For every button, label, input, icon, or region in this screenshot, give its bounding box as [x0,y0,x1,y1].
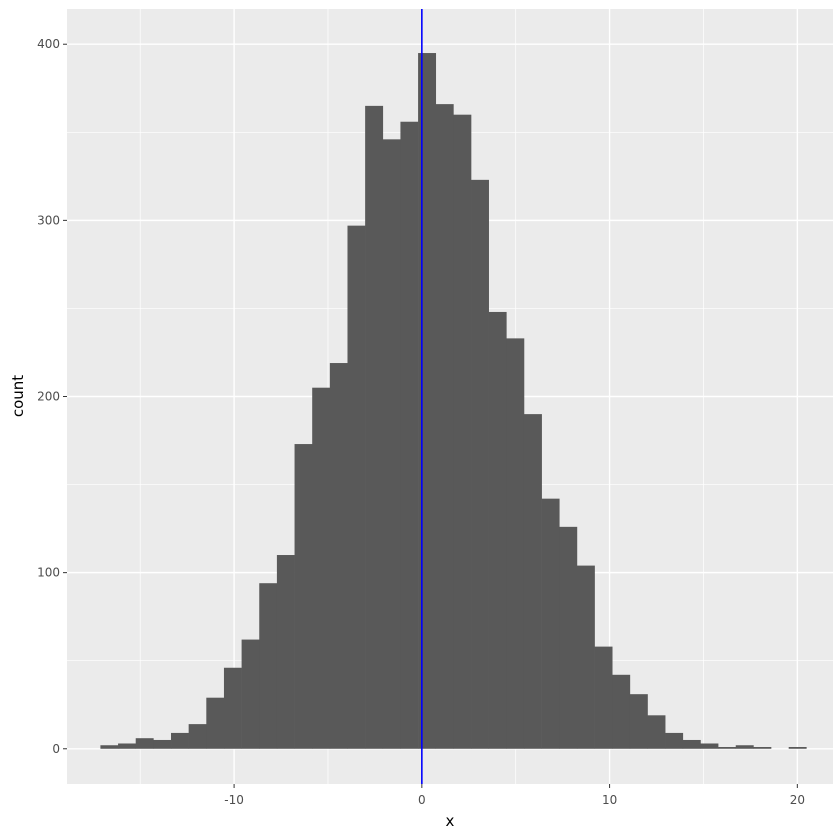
y-axis-title: count [9,375,27,417]
histogram-bar-34 [700,743,719,749]
histogram-bar-30 [629,694,648,749]
y-tick-label: 0 [52,742,60,756]
histogram-bar-35 [718,747,737,749]
histogram-bar-3 [153,739,172,749]
y-tick-label: 400 [37,37,60,51]
histogram-bar-16 [382,139,401,749]
x-axis-title: x [446,812,455,830]
y-tick-label: 200 [37,390,60,404]
x-tick-label: 0 [418,793,426,807]
x-tick-label: -10 [224,793,244,807]
histogram-bar-31 [647,715,666,749]
histogram-bar-37 [753,747,772,749]
histogram-bar-2 [135,738,154,749]
histogram-bar-29 [612,674,631,749]
x-tick-label: 20 [790,793,805,807]
histogram-bar-19 [435,104,454,749]
histogram-bars [100,53,807,749]
histogram-bar-18 [418,53,437,749]
histogram-bar-8 [241,639,260,749]
histogram-bar-32 [665,732,684,749]
histogram-bar-24 [523,414,542,749]
histogram-bar-4 [171,732,189,749]
histogram-bar-28 [594,646,613,749]
histogram-bar-25 [541,498,560,749]
histogram-bar-27 [576,565,595,749]
y-tick-label: 100 [37,566,60,580]
x-tick-label: 10 [602,793,617,807]
histogram-bar-26 [559,526,578,749]
histogram-bar-5 [188,724,207,749]
histogram-bar-23 [506,338,525,749]
histogram-bar-12 [312,387,331,749]
histogram-bar-9 [259,583,278,749]
y-axis: 0 100 200 300 400 [37,37,67,756]
histogram-bar-0 [100,745,119,749]
histogram-bar-13 [329,363,348,749]
y-tick-label: 300 [37,213,60,227]
histogram-bar-20 [453,114,472,749]
histogram-bar-22 [488,311,507,749]
histogram-bar-39 [788,747,807,749]
histogram-bar-17 [400,121,419,749]
histogram-bar-10 [276,555,295,749]
histogram-bar-6 [206,697,225,749]
histogram-bar-7 [223,667,242,749]
histogram-bar-1 [118,743,137,749]
histogram-bar-14 [347,225,366,749]
histogram-bar-33 [682,739,701,749]
x-axis: -10 0 10 20 [224,784,805,807]
histogram-bar-15 [365,105,384,749]
histogram-bar-21 [471,179,489,749]
histogram-bar-36 [735,745,754,749]
histogram-bar-11 [294,444,313,749]
